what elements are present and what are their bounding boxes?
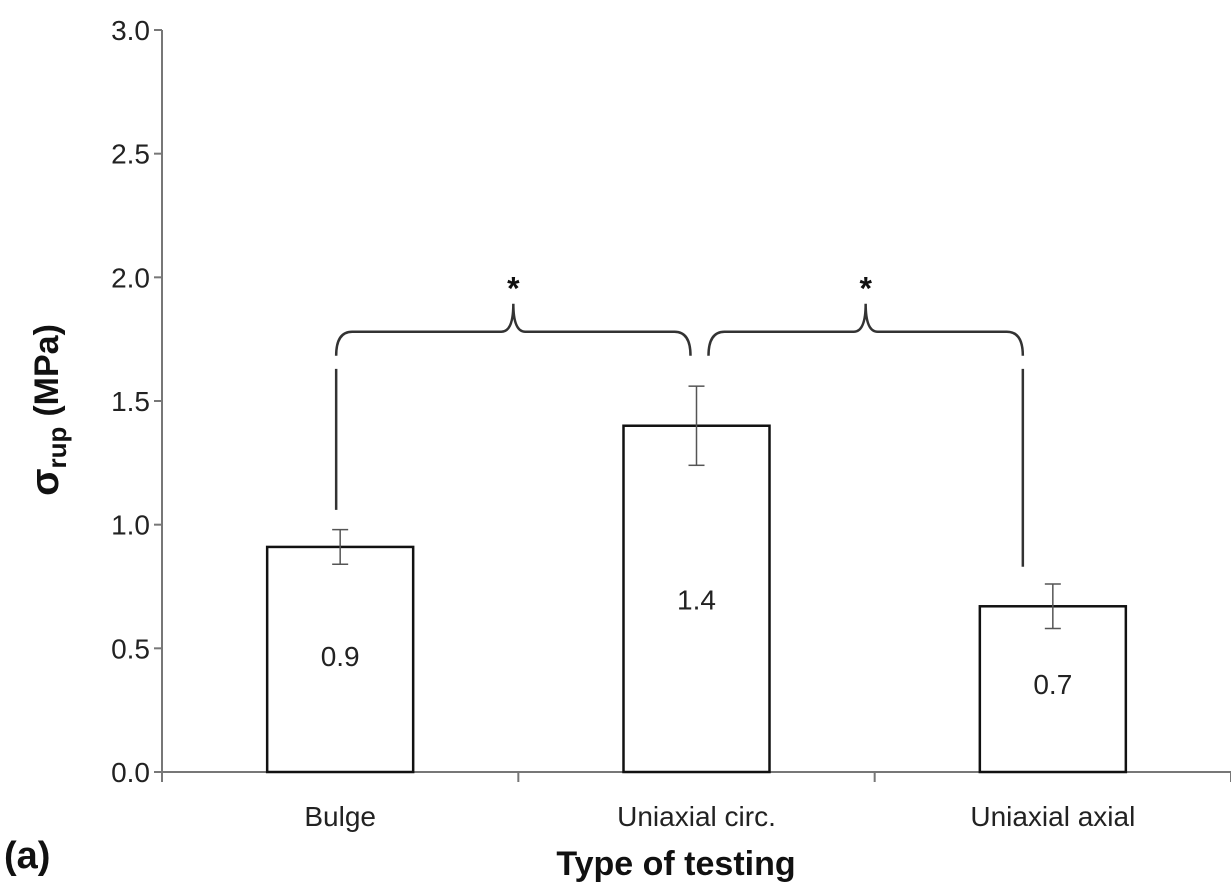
- bar: [622, 424, 771, 774]
- x-tick-label: Bulge: [304, 801, 376, 832]
- bars: [265, 424, 1128, 774]
- data-label: 0.9: [321, 641, 360, 672]
- significance-star: *: [507, 271, 520, 307]
- y-axis-symbol: σ: [23, 469, 67, 496]
- y-axis-subscript: rup: [42, 427, 72, 469]
- y-tick-label: 2.0: [111, 262, 150, 293]
- significance-brace: [334, 303, 692, 356]
- data-label: 0.7: [1033, 669, 1072, 700]
- x-axis-title: Type of testing: [556, 845, 795, 883]
- axes: 0.0 0.5 1.0 1.5 2.0 2.5 3.0: [111, 15, 1231, 788]
- y-tick-label: 0.0: [111, 757, 150, 788]
- bar: [265, 545, 415, 774]
- y-tick-label: 2.5: [111, 139, 150, 170]
- significance-brackets: * *: [334, 271, 1025, 567]
- y-tick-label: 1.5: [111, 386, 150, 417]
- significance-star: *: [859, 271, 872, 307]
- error-bars: [332, 385, 1061, 630]
- bar: [978, 605, 1128, 774]
- y-axis-title: σrup (MPa): [23, 324, 72, 496]
- y-axis-unit: (MPa): [28, 324, 66, 417]
- y-tick-label: 1.0: [111, 510, 150, 541]
- labels: 0.9 Bulge 1.4 Uniaxial circ. 0.7 Uniaxial axi…: [304, 584, 1135, 832]
- y-tick-label: 0.5: [111, 633, 150, 664]
- y-tick-label: 3.0: [111, 15, 150, 46]
- data-label: 1.4: [677, 584, 716, 615]
- x-tick-label: Uniaxial circ.: [617, 801, 776, 832]
- panel-label: (a): [4, 835, 50, 877]
- significance-brace: [707, 303, 1025, 356]
- x-tick-label: Uniaxial axial: [970, 801, 1135, 832]
